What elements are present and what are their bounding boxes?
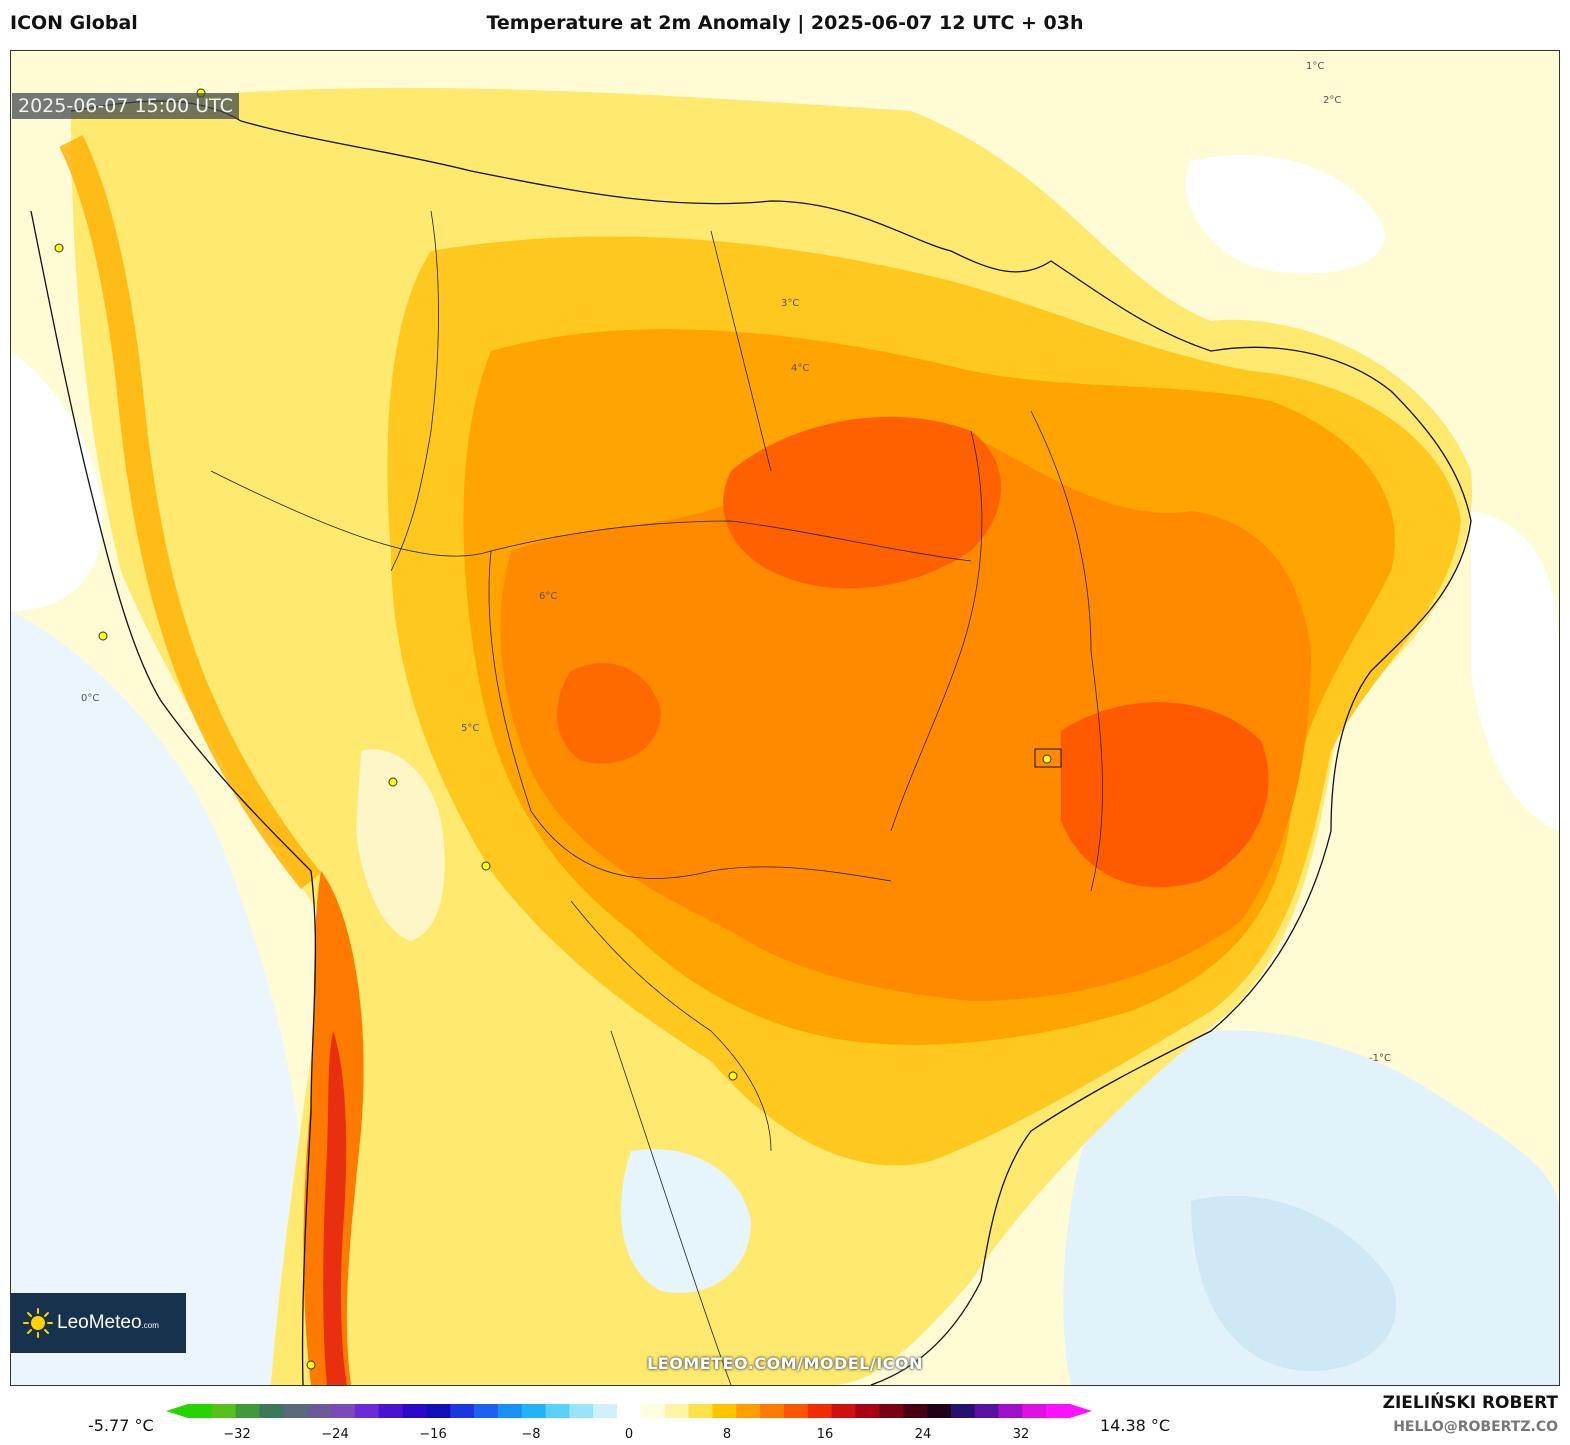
colorbar-cell bbox=[331, 1404, 356, 1418]
colorbar-cell bbox=[450, 1404, 475, 1418]
colorbar-cell bbox=[688, 1404, 713, 1418]
colorbar-cell bbox=[235, 1404, 261, 1418]
colorbar-min-value: -5.77 °C bbox=[88, 1416, 154, 1435]
model-url-watermark: LEOMETEO.COM/MODEL/ICON bbox=[647, 1354, 923, 1373]
colorbar-ticks: −32 −24 −16 −8 0 8 16 24 32 bbox=[223, 1427, 1029, 1442]
colorbar-tick-label: −24 bbox=[321, 1427, 348, 1442]
colorbar-tick-label: 0 bbox=[625, 1427, 633, 1442]
author-credit: ZIELIŃSKI ROBERT bbox=[1382, 1393, 1558, 1413]
colorbar-tick-label: −16 bbox=[419, 1427, 446, 1442]
valid-time-stamp: 2025-06-07 15:00 UTC bbox=[12, 93, 239, 119]
colorbar-cell bbox=[974, 1404, 999, 1418]
contour-label: 1°C bbox=[1306, 61, 1324, 72]
colorbar-cells bbox=[166, 1404, 1092, 1418]
sun-icon bbox=[23, 1308, 53, 1338]
colorbar-cell bbox=[497, 1404, 523, 1418]
colorbar-cell bbox=[760, 1404, 785, 1418]
colorbar-cell bbox=[736, 1404, 761, 1418]
colorbar: −32 −24 −16 −8 0 8 16 24 32 bbox=[166, 1404, 1092, 1442]
colorbar-cell bbox=[259, 1404, 284, 1418]
colorbar-cell bbox=[307, 1404, 332, 1418]
logo-text: LeoMeteo.com bbox=[57, 1312, 159, 1333]
colorbar-cell bbox=[211, 1404, 237, 1418]
colorbar-cell bbox=[950, 1404, 976, 1418]
colorbar-cell bbox=[879, 1404, 904, 1418]
colorbar-cell bbox=[378, 1404, 404, 1418]
colorbar-cell bbox=[426, 1404, 451, 1418]
contour-label: 4°C bbox=[791, 363, 809, 374]
contour-label: 6°C bbox=[539, 591, 557, 602]
anomaly-map: 0°C 1°C 2°C 3°C 4°C 5°C 6°C -1°C bbox=[10, 50, 1560, 1386]
contour-label: 3°C bbox=[781, 298, 799, 309]
colorbar-tick-label: −32 bbox=[223, 1427, 250, 1442]
colorbar-arrow-min bbox=[166, 1404, 188, 1418]
leometeo-logo[interactable]: LeoMeteo.com bbox=[11, 1293, 186, 1353]
colorbar-cell bbox=[283, 1404, 308, 1418]
chart-title: Temperature at 2m Anomaly | 2025-06-07 1… bbox=[486, 12, 1084, 34]
colorbar-tick-label: 16 bbox=[817, 1427, 834, 1442]
colorbar-cell bbox=[474, 1404, 499, 1418]
contour-label: 5°C bbox=[461, 723, 479, 734]
colorbar-arrow-max bbox=[1070, 1404, 1092, 1418]
colorbar-cell bbox=[783, 1404, 809, 1418]
colorbar-cell bbox=[712, 1404, 737, 1418]
contour-label: -1°C bbox=[1369, 1053, 1391, 1064]
map-canvas: 0°C 1°C 2°C 3°C 4°C 5°C 6°C -1°C bbox=[11, 51, 1559, 1385]
colorbar-cell bbox=[640, 1404, 666, 1418]
colorbar-cell bbox=[521, 1404, 547, 1418]
colorbar-cell bbox=[545, 1404, 570, 1418]
colorbar-cell bbox=[1046, 1404, 1071, 1418]
colorbar-cell bbox=[617, 1404, 642, 1418]
model-name: ICON Global bbox=[10, 12, 138, 34]
colorbar-cell bbox=[855, 1404, 880, 1418]
colorbar-cell bbox=[188, 1404, 213, 1418]
author-email[interactable]: HELLO@ROBERTZ.CO bbox=[1393, 1419, 1558, 1435]
colorbar-cell bbox=[1022, 1404, 1047, 1418]
colorbar-cell bbox=[998, 1404, 1023, 1418]
colorbar-cell bbox=[354, 1404, 380, 1418]
colorbar-tick-label: 8 bbox=[723, 1427, 731, 1442]
colorbar-cell bbox=[664, 1404, 690, 1418]
colorbar-cell bbox=[569, 1404, 594, 1418]
colorbar-cell bbox=[903, 1404, 928, 1418]
colorbar-tick-label: 24 bbox=[915, 1427, 932, 1442]
contour-label: 0°C bbox=[81, 693, 99, 704]
colorbar-tick-label: −8 bbox=[521, 1427, 540, 1442]
contour-label: 2°C bbox=[1323, 95, 1341, 106]
colorbar-max-value: 14.38 °C bbox=[1100, 1416, 1171, 1435]
colorbar-tick-label: 32 bbox=[1013, 1427, 1030, 1442]
colorbar-cell bbox=[926, 1404, 952, 1418]
colorbar-cell bbox=[593, 1404, 618, 1418]
colorbar-cell bbox=[402, 1404, 427, 1418]
colorbar-cell bbox=[807, 1404, 833, 1418]
colorbar-cell bbox=[831, 1404, 856, 1418]
